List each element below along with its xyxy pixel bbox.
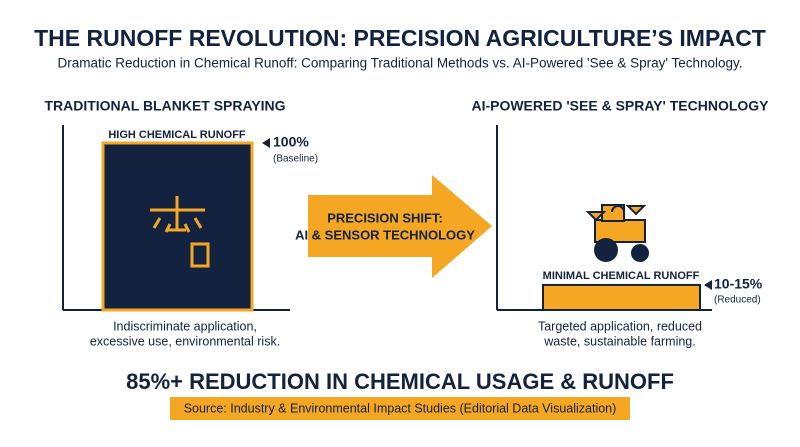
right-heading: AI-POWERED 'SEE & SPRAY' TECHNOLOGY: [471, 98, 769, 114]
left-caption: Indiscriminate application,: [113, 319, 257, 333]
right-caption: waste, sustainable farming.: [543, 334, 695, 348]
arrow-text: PRECISION SHIFT:: [327, 210, 443, 225]
tractor-icon: [585, 204, 649, 262]
value-note: (Baseline): [273, 154, 318, 165]
pointer: [704, 279, 712, 290]
headline: 85%+ REDUCTION IN CHEMICAL USAGE & RUNOF…: [126, 369, 674, 394]
shift-arrow: [308, 175, 492, 278]
right-caption: Targeted application, reduced: [538, 319, 702, 333]
title: THE RUNOFF REVOLUTION: PRECISION AGRICUL…: [34, 25, 766, 51]
arrow-text: AI & SENSOR TECHNOLOGY: [295, 227, 475, 242]
left-heading: TRADITIONAL BLANKET SPRAYING: [44, 98, 285, 114]
value-label: 10-15%: [714, 276, 763, 292]
bar-label: HIGH CHEMICAL RUNOFF: [108, 129, 246, 141]
source: Source: Industry & Environmental Impact …: [184, 401, 617, 415]
source-band: [170, 397, 630, 420]
subtitle: Dramatic Reduction in Chemical Runoff: C…: [58, 56, 743, 71]
bar: [542, 283, 701, 312]
bar-label: MINIMAL CHEMICAL RUNOFF: [543, 270, 700, 282]
value-label: 100%: [273, 134, 309, 150]
plane-icon: [150, 196, 210, 268]
value-note: (Reduced): [714, 295, 761, 306]
left-caption: excessive use, environmental risk.: [90, 334, 280, 348]
pointer: [262, 138, 270, 148]
